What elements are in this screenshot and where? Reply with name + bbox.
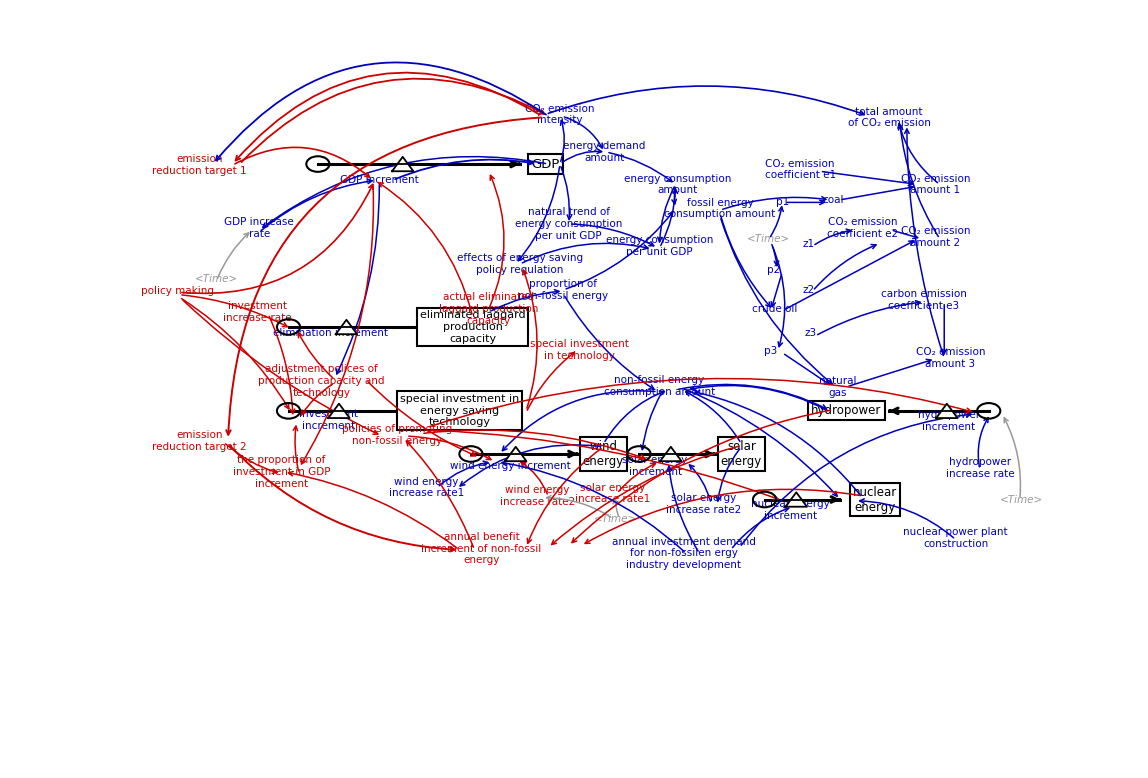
Text: p3: p3 xyxy=(765,346,777,356)
Text: actual eliminated
laggard production
capacity: actual eliminated laggard production cap… xyxy=(439,293,538,326)
Text: eliminated laggard
production
capacity: eliminated laggard production capacity xyxy=(420,310,526,344)
Text: p1: p1 xyxy=(776,198,789,208)
Text: special investment in
energy saving
technology: special investment in energy saving tech… xyxy=(400,394,519,427)
Text: <Time>: <Time> xyxy=(747,234,791,244)
Text: annual benefit
increment of non-fossil
energy: annual benefit increment of non-fossil e… xyxy=(421,532,542,566)
Text: wind
energy: wind energy xyxy=(583,440,625,468)
Text: proportion of
non-fossil energy: proportion of non-fossil energy xyxy=(519,279,608,300)
Text: carbon emission
coefficient e3: carbon emission coefficient e3 xyxy=(881,289,967,311)
Polygon shape xyxy=(785,492,807,506)
Text: total amount
of CO₂ emission: total amount of CO₂ emission xyxy=(847,107,931,128)
Text: GDP: GDP xyxy=(532,158,560,170)
Text: special investment
in technology: special investment in technology xyxy=(530,339,629,360)
Text: elimination increment: elimination increment xyxy=(273,328,388,338)
Polygon shape xyxy=(936,404,957,418)
Text: energy demand
amount: energy demand amount xyxy=(564,142,645,163)
Text: p2: p2 xyxy=(767,265,779,275)
Text: GDP increment: GDP increment xyxy=(340,175,419,185)
Text: CO₂ emission
amount 3: CO₂ emission amount 3 xyxy=(916,347,985,369)
Polygon shape xyxy=(335,320,357,335)
Text: <Time>: <Time> xyxy=(594,513,637,524)
Text: CO₂ emission
amount 1: CO₂ emission amount 1 xyxy=(900,173,970,195)
Text: CO₂ emission
coefficient e2: CO₂ emission coefficient e2 xyxy=(827,217,898,239)
Text: adjustment polices of
production capacity and
technology: adjustment polices of production capacit… xyxy=(258,364,385,398)
Text: solar energy
increment: solar energy increment xyxy=(622,455,688,477)
Polygon shape xyxy=(328,404,350,418)
Polygon shape xyxy=(505,447,527,461)
Polygon shape xyxy=(391,157,413,171)
Text: wind energy
increase rate2: wind energy increase rate2 xyxy=(501,485,575,506)
Text: hydropower
increment: hydropower increment xyxy=(917,410,979,432)
Text: wind energy
increase rate1: wind energy increase rate1 xyxy=(389,477,464,499)
Text: solar energy
increase rate2: solar energy increase rate2 xyxy=(666,493,742,514)
Text: GDP increase
rate: GDP increase rate xyxy=(224,217,294,239)
Text: emission
reduction target 2: emission reduction target 2 xyxy=(153,430,247,451)
Text: z2: z2 xyxy=(802,285,815,295)
Text: non-fossil energy
consumption amount: non-fossil energy consumption amount xyxy=(604,375,715,397)
Text: solar
energy: solar energy xyxy=(721,440,762,468)
Text: CO₂ emission
intensity: CO₂ emission intensity xyxy=(525,103,595,125)
Text: hydropower: hydropower xyxy=(812,405,882,417)
Text: nuclear energy
increment: nuclear energy increment xyxy=(751,499,830,520)
Text: the proportion of
investment in GDP
increment: the proportion of investment in GDP incr… xyxy=(233,455,331,489)
Text: coal: coal xyxy=(822,195,844,205)
Text: <Time>: <Time> xyxy=(1000,495,1044,504)
Text: hydropower
increase rate: hydropower increase rate xyxy=(946,457,1014,478)
Text: CO₂ emission
coefficient e1: CO₂ emission coefficient e1 xyxy=(765,159,836,180)
Text: natural trend of
energy consumption
per unit GDP: natural trend of energy consumption per … xyxy=(515,208,622,240)
Text: <Time>: <Time> xyxy=(195,274,238,284)
Text: nuclear
energy: nuclear energy xyxy=(853,485,897,513)
Text: z3: z3 xyxy=(805,328,817,338)
Text: policies of promoting
non-fossil energy: policies of promoting non-fossil energy xyxy=(342,424,452,446)
Text: solar energy
increase rate1: solar energy increase rate1 xyxy=(575,482,650,504)
Text: CO₂ emission
amount 2: CO₂ emission amount 2 xyxy=(900,226,970,248)
Text: nuclear power plant
construction: nuclear power plant construction xyxy=(903,527,1008,548)
Text: investment
increase rate: investment increase rate xyxy=(223,301,292,323)
Text: emission
reduction target 1: emission reduction target 1 xyxy=(153,155,247,176)
Text: natural
gas: natural gas xyxy=(819,376,856,398)
Text: crude oil: crude oil xyxy=(752,304,798,314)
Text: investment
increment: investment increment xyxy=(300,409,358,431)
Text: annual investment demand
for non-fossilen ergy
industry development: annual investment demand for non-fossile… xyxy=(612,537,755,570)
Text: fossil energy
consumption amount: fossil energy consumption amount xyxy=(665,198,776,219)
Polygon shape xyxy=(660,447,682,461)
Text: wind energy increment: wind energy increment xyxy=(450,461,571,471)
Text: energy consumption
amount: energy consumption amount xyxy=(623,173,731,195)
Text: z1: z1 xyxy=(802,240,815,249)
Text: energy consumption
per unit GDP: energy consumption per unit GDP xyxy=(606,235,713,257)
Text: effects of energy saving
policy regulation: effects of energy saving policy regulati… xyxy=(457,254,583,275)
Text: policy making: policy making xyxy=(141,286,214,296)
